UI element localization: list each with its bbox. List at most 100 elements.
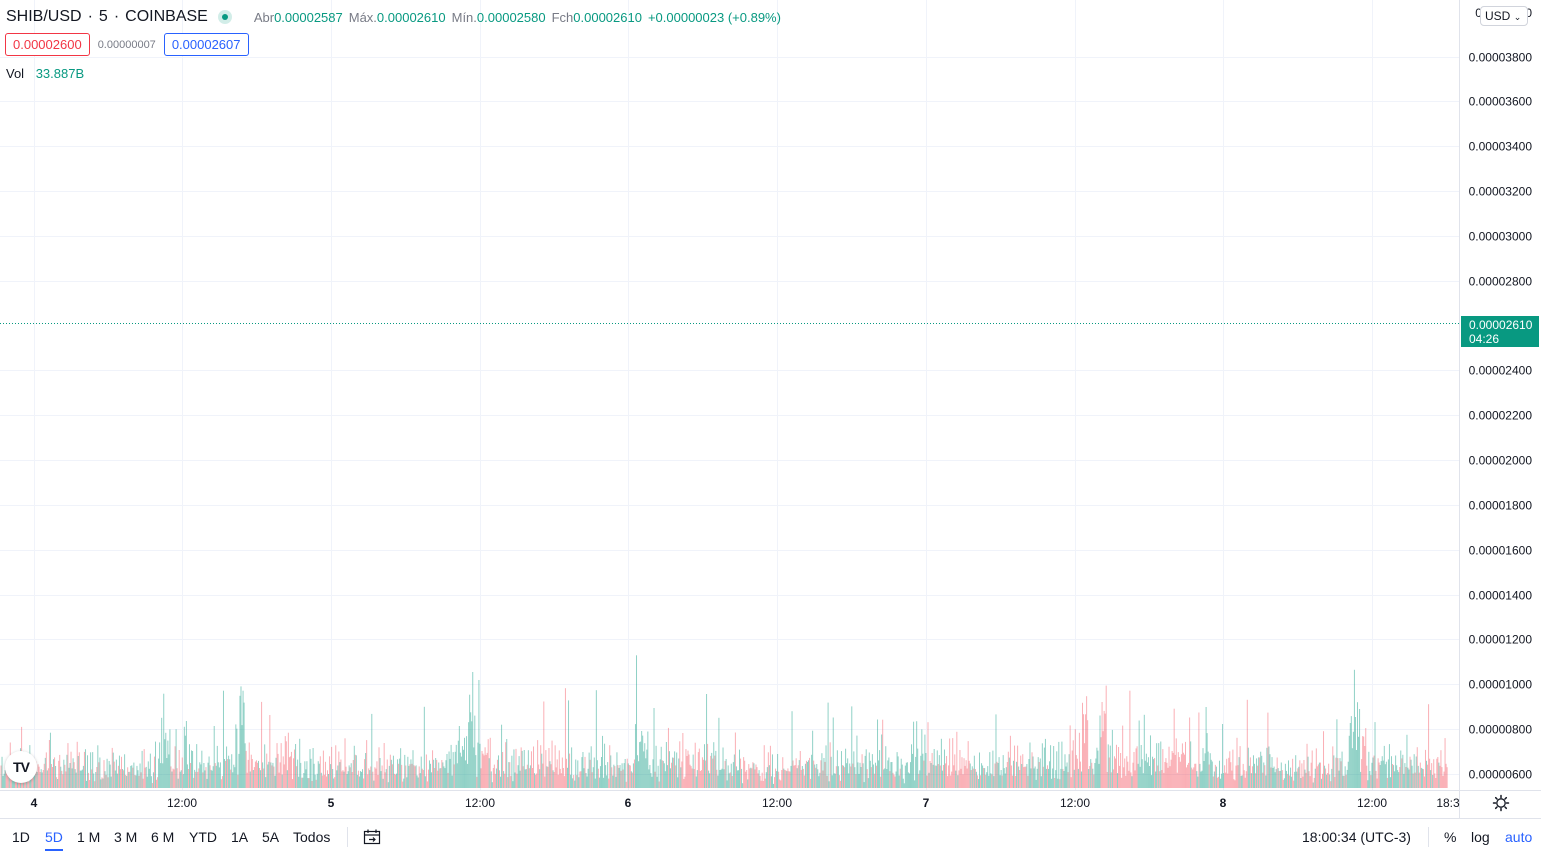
volume-bar bbox=[542, 763, 544, 788]
volume-bar bbox=[476, 776, 478, 788]
range-1m-button[interactable]: 1 M bbox=[77, 829, 101, 845]
volume-bar bbox=[75, 772, 77, 788]
volume-bar bbox=[485, 754, 487, 788]
volume-bar bbox=[335, 745, 337, 788]
range-3m-button[interactable]: 3 M bbox=[114, 829, 138, 845]
volume-bar bbox=[290, 751, 292, 788]
time-tick-label: 12:00 bbox=[167, 796, 197, 810]
volume-bar bbox=[1386, 777, 1388, 788]
volume-bar bbox=[708, 770, 710, 788]
volume-bar bbox=[933, 749, 935, 788]
settings-gear-icon[interactable] bbox=[1492, 794, 1510, 812]
chart-canvas[interactable]: 0.00000600 0.00000800 0.00001000 0.00001200… bbox=[0, 0, 1541, 818]
volume-bar bbox=[695, 776, 697, 788]
volume-bar bbox=[1295, 755, 1297, 788]
volume-bar bbox=[714, 755, 716, 788]
volume-bar bbox=[558, 750, 560, 788]
volume-bar bbox=[1078, 732, 1080, 788]
volume-bar bbox=[502, 752, 504, 788]
volume-bar bbox=[182, 774, 184, 788]
volume-bar bbox=[1015, 776, 1017, 788]
volume-bar bbox=[624, 759, 626, 788]
volume-bar bbox=[1187, 764, 1189, 788]
currency-dropdown[interactable]: USD ⌄ bbox=[1480, 6, 1529, 26]
volume-bar bbox=[968, 760, 970, 788]
volume-bar bbox=[836, 750, 838, 788]
volume-bar bbox=[346, 774, 348, 788]
volume-bar bbox=[1093, 774, 1095, 788]
volume-bar bbox=[931, 753, 933, 788]
range-5d-button[interactable]: 5D bbox=[45, 829, 63, 851]
volume-bar bbox=[1119, 765, 1121, 788]
volume-bar bbox=[356, 774, 358, 788]
toolbar-divider bbox=[1428, 827, 1429, 847]
volume-bar bbox=[767, 752, 769, 788]
volume-bar bbox=[161, 717, 163, 788]
interval-label[interactable]: 5 bbox=[98, 8, 108, 25]
volume-bar bbox=[1397, 770, 1399, 788]
volume-bar bbox=[142, 778, 144, 788]
volume-bar bbox=[1202, 748, 1204, 788]
volume-bar bbox=[893, 774, 895, 788]
sell-bid-button[interactable]: 0.00002600 bbox=[5, 33, 90, 56]
volume-bar bbox=[389, 754, 391, 788]
volume-bar bbox=[771, 754, 773, 788]
volume-bar bbox=[1294, 771, 1296, 788]
volume-bar bbox=[697, 752, 699, 788]
volume-bar bbox=[947, 776, 949, 788]
range-1d-button[interactable]: 1D bbox=[12, 829, 30, 845]
volume-bar bbox=[52, 767, 53, 788]
volume-bar bbox=[207, 762, 209, 788]
volume-bar bbox=[94, 781, 96, 788]
auto-scale-toggle[interactable]: auto bbox=[1505, 829, 1533, 845]
log-scale-toggle[interactable]: log bbox=[1471, 829, 1490, 845]
volume-bar bbox=[482, 753, 484, 788]
percent-scale-toggle[interactable]: % bbox=[1444, 829, 1457, 845]
volume-bar bbox=[911, 744, 913, 788]
volume-bar bbox=[301, 777, 303, 788]
volume-bar bbox=[554, 745, 556, 788]
volume-bar bbox=[1249, 757, 1251, 788]
volume-bar bbox=[1335, 757, 1337, 788]
symbol-name[interactable]: SHIB/USD bbox=[6, 8, 82, 25]
volume-bar bbox=[233, 764, 235, 788]
volume-bar bbox=[1144, 760, 1146, 788]
range-ytd-button[interactable]: YTD bbox=[189, 829, 217, 845]
open-label: Abr bbox=[253, 9, 275, 25]
tradingview-logo-icon[interactable]: TV bbox=[5, 751, 37, 783]
volume-bar bbox=[721, 768, 723, 788]
volume-bar bbox=[239, 695, 241, 788]
price-axis[interactable]: 0.00000600 0.00000800 0.00001000 0.00001200… bbox=[1459, 0, 1533, 818]
volume-bar bbox=[419, 773, 421, 788]
buy-ask-button[interactable]: 0.00002607 bbox=[163, 33, 249, 56]
time-display[interactable]: 18:00:34 (UTC-3) bbox=[1302, 829, 1411, 845]
range-6m-button[interactable]: 6 M bbox=[151, 829, 175, 845]
volume-bar bbox=[953, 765, 955, 788]
volume-bar bbox=[1323, 731, 1325, 788]
volume-bar bbox=[623, 763, 625, 788]
volume-bar bbox=[804, 763, 806, 788]
volume-bar bbox=[1384, 764, 1386, 788]
volume-bar bbox=[511, 755, 513, 788]
volume-bar bbox=[1234, 780, 1236, 788]
volume-bar bbox=[183, 726, 185, 788]
calendar-goto-icon[interactable] bbox=[363, 829, 381, 845]
range-1y-button[interactable]: 1A bbox=[231, 829, 249, 845]
volume-bar bbox=[268, 761, 270, 788]
volume-bar bbox=[270, 762, 272, 788]
volume-bar bbox=[919, 770, 921, 788]
range-all-button[interactable]: Todos bbox=[293, 829, 331, 845]
volume-bar bbox=[1321, 773, 1323, 788]
bar-countdown: 04:26 bbox=[1469, 332, 1500, 346]
volume-bar bbox=[425, 754, 427, 788]
volume-label[interactable]: Vol bbox=[6, 66, 25, 81]
volume-bar bbox=[556, 759, 558, 788]
volume-bar bbox=[431, 772, 433, 788]
time-axis[interactable]: 4 12:00 5 12:00 6 12:00 7 12:00 8 12:00 18:3 bbox=[0, 790, 1541, 811]
volume-bar bbox=[609, 745, 611, 788]
volume-bar bbox=[796, 768, 798, 788]
volume-bar bbox=[835, 766, 837, 788]
volume-bar bbox=[522, 766, 524, 788]
volume-bar bbox=[1285, 770, 1287, 788]
range-5y-button[interactable]: 5A bbox=[262, 829, 280, 845]
